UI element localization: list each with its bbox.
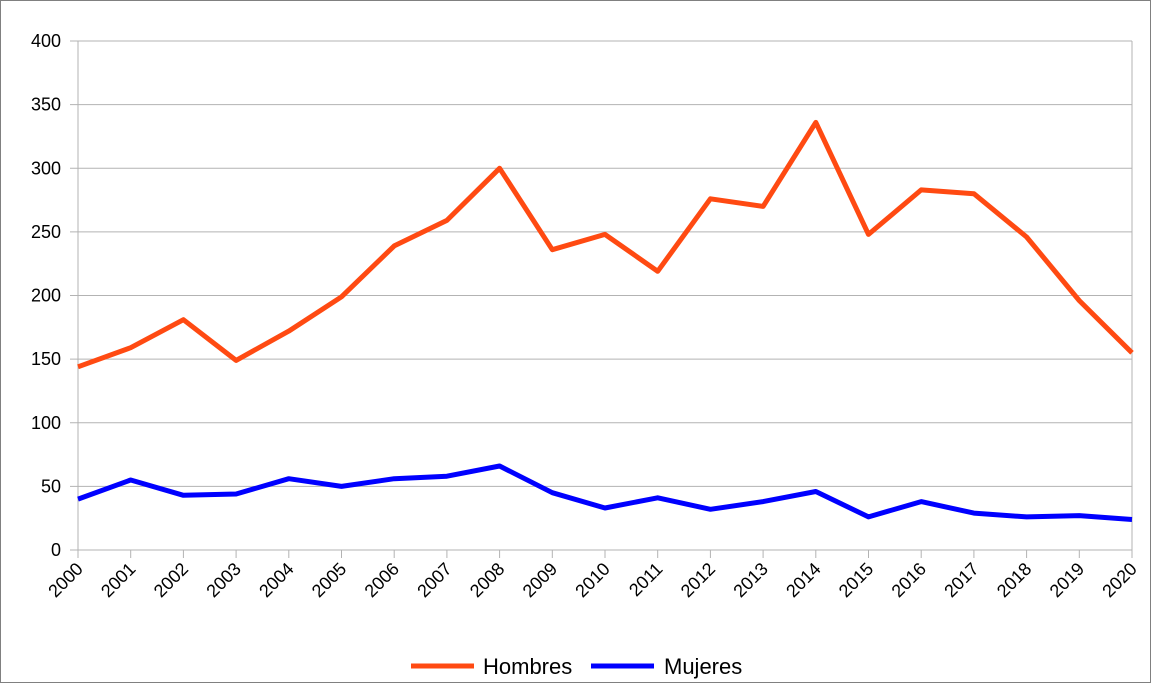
- x-tick-label: 2006: [361, 559, 403, 601]
- x-tick-label: 2010: [571, 559, 613, 601]
- legend-label-hombres: Hombres: [483, 654, 572, 679]
- gridlines: [78, 40, 1132, 551]
- x-tick-label: 2016: [888, 559, 930, 601]
- y-tick-label: 250: [31, 222, 61, 242]
- y-tick-label: 0: [51, 540, 61, 560]
- x-tick-label: 2001: [97, 559, 139, 601]
- x-tick-label: 2002: [150, 559, 192, 601]
- legend-label-mujeres: Mujeres: [664, 654, 742, 679]
- y-tick-label: 150: [31, 349, 61, 369]
- x-tick-label: 2015: [835, 559, 877, 601]
- y-tick-label: 100: [31, 413, 61, 433]
- axes: [70, 40, 1133, 558]
- x-tick-label: 2019: [1046, 559, 1088, 601]
- x-tick-label: 2014: [782, 559, 824, 601]
- series-line-mujeres: [77, 463, 1133, 522]
- x-tick-label: 2007: [413, 559, 455, 601]
- x-tick-label: 2013: [729, 559, 771, 601]
- y-tick-label: 50: [41, 476, 61, 496]
- x-tick-label: 2020: [1098, 559, 1140, 601]
- legend: Hombres Mujeres: [411, 654, 742, 679]
- x-tick-label: 2012: [677, 559, 719, 601]
- x-tick-label: 2011: [625, 559, 667, 601]
- x-tick-label: 2005: [308, 559, 350, 601]
- x-tick-label: 2017: [940, 559, 982, 601]
- y-tick-label: 200: [31, 286, 61, 306]
- y-tick-label: 300: [31, 158, 61, 178]
- x-tick-label: 2000: [44, 559, 86, 601]
- x-tick-label: 2004: [255, 559, 297, 601]
- x-tick-label: 2008: [466, 559, 508, 601]
- series-lines: [77, 119, 1134, 522]
- y-tick-label: 400: [31, 31, 61, 51]
- x-tick-label: 2003: [202, 559, 244, 601]
- x-tick-label: 2009: [519, 559, 561, 601]
- y-axis-tick-labels: 0 50 100 150 200 250 300 350 400: [31, 31, 61, 560]
- y-tick-label: 350: [31, 95, 61, 115]
- x-axis-tick-labels: 2000 2001 2002 2003 2004 2005 2006 2007 2008 2009…: [44, 559, 1140, 601]
- x-tick-label: 2018: [993, 559, 1035, 601]
- series-line-hombres: [77, 119, 1134, 370]
